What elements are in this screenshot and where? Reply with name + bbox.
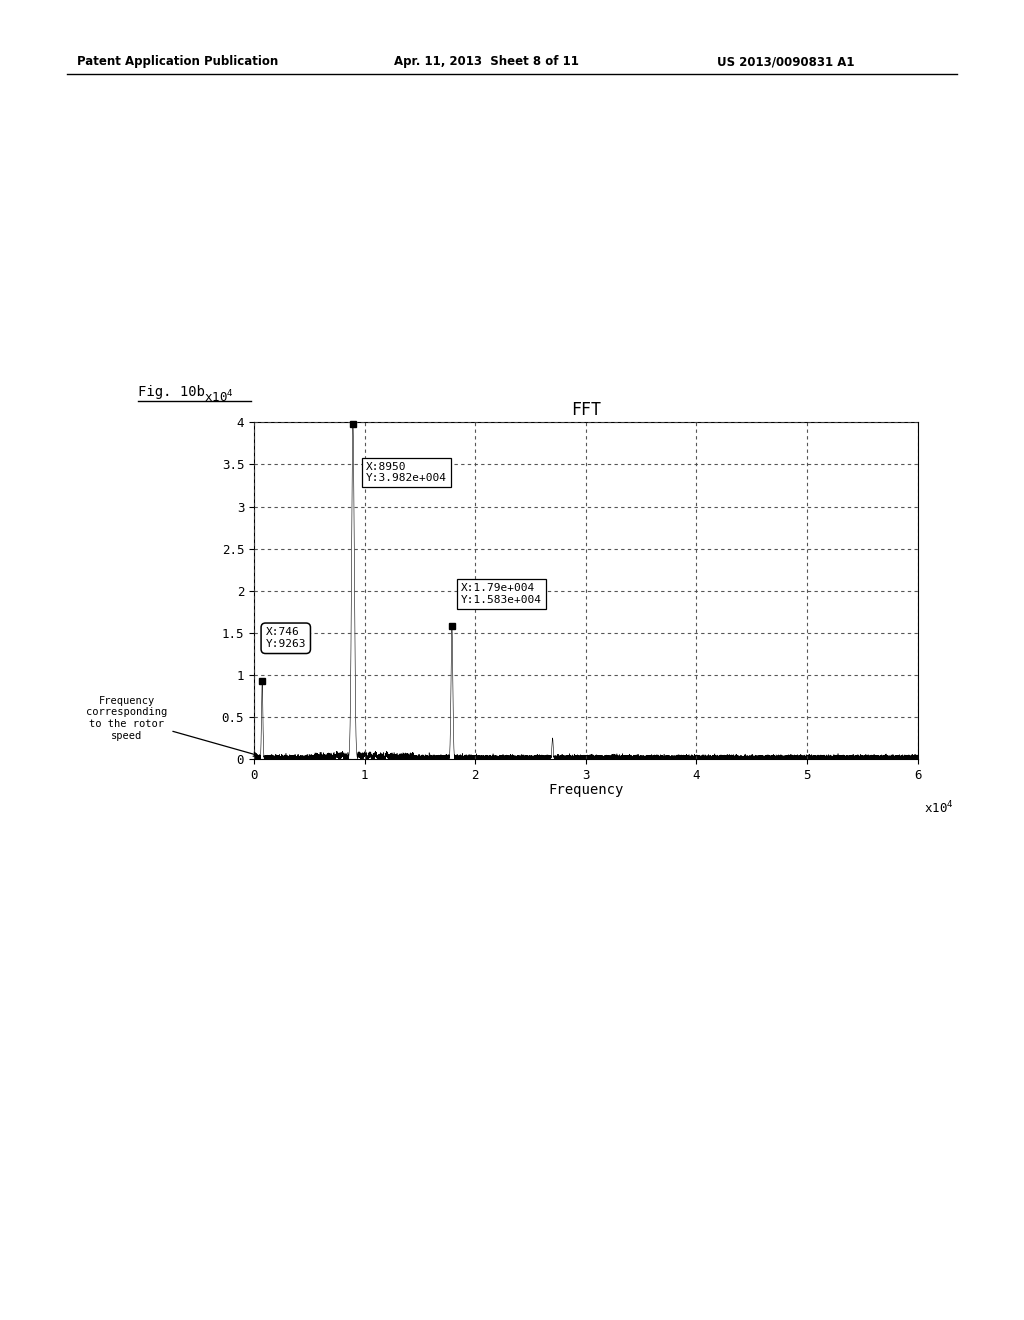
Title: FFT: FFT: [570, 401, 601, 420]
Text: X:1.79e+004
Y:1.583e+004: X:1.79e+004 Y:1.583e+004: [461, 583, 542, 605]
Text: X:8950
Y:3.982e+004: X:8950 Y:3.982e+004: [367, 462, 447, 483]
Text: Patent Application Publication: Patent Application Publication: [77, 55, 279, 69]
Text: x10$^4$: x10$^4$: [204, 389, 233, 405]
Text: Apr. 11, 2013  Sheet 8 of 11: Apr. 11, 2013 Sheet 8 of 11: [394, 55, 580, 69]
Text: Fig. 10b: Fig. 10b: [138, 384, 205, 399]
Text: X:746
Y:9263: X:746 Y:9263: [265, 627, 306, 649]
X-axis label: Frequency: Frequency: [548, 783, 624, 797]
Text: Frequency
corresponding
to the rotor
speed: Frequency corresponding to the rotor spe…: [86, 696, 258, 756]
Text: US 2013/0090831 A1: US 2013/0090831 A1: [717, 55, 854, 69]
Text: x10$^4$: x10$^4$: [924, 800, 953, 816]
